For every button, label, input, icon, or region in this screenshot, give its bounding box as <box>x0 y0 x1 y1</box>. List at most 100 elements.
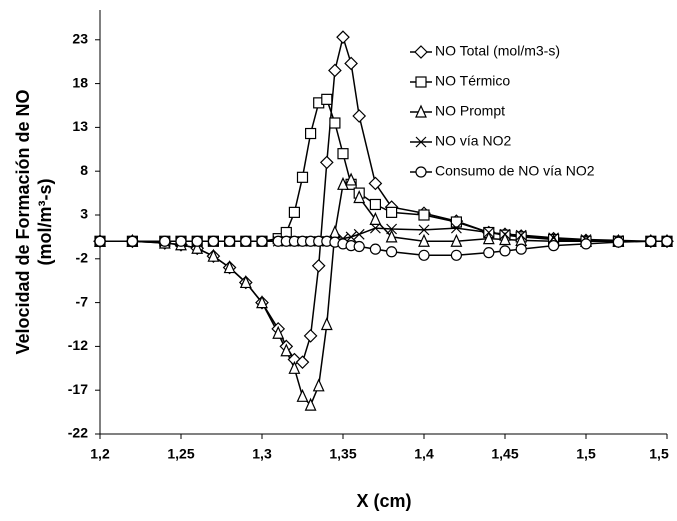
data-point <box>450 233 463 247</box>
x-tick-label: 1,25 <box>167 446 194 462</box>
y-tick-label: -2 <box>76 249 89 265</box>
data-point <box>329 117 341 129</box>
y-tick-label: -7 <box>76 293 89 309</box>
data-point <box>418 209 430 221</box>
data-point <box>418 233 430 247</box>
data-point <box>336 30 350 45</box>
x-tick-label: 1,45 <box>491 446 518 462</box>
data-point <box>369 198 381 211</box>
data-point <box>418 249 430 261</box>
data-point <box>311 258 326 273</box>
data-point <box>483 247 495 259</box>
data-point <box>499 245 511 257</box>
data-point <box>450 216 462 228</box>
legend-marker <box>414 45 428 59</box>
data-point <box>320 317 333 331</box>
data-point <box>305 127 317 140</box>
legend-marker <box>415 104 427 118</box>
y-tick-label: -17 <box>68 381 88 397</box>
data-point <box>191 240 204 254</box>
data-point <box>386 206 398 218</box>
x-tick-label: 1,3 <box>252 446 272 462</box>
data-point <box>450 222 462 234</box>
y-label-line: Velocidad de Formación de NO <box>13 89 33 354</box>
data-point <box>303 329 318 343</box>
data-point <box>548 232 560 244</box>
data-point <box>191 235 203 247</box>
data-point <box>224 235 236 247</box>
y-tick-label: 23 <box>72 30 88 46</box>
y-tick-label: -12 <box>68 337 88 353</box>
y-tick-label: 18 <box>72 74 88 90</box>
data-point <box>352 109 367 123</box>
y-label-line: (mol/m³-s) <box>35 179 55 266</box>
data-point <box>288 206 300 218</box>
data-point <box>385 229 398 243</box>
y-tick-label: 8 <box>80 162 88 178</box>
data-point <box>328 225 341 239</box>
data-point <box>386 223 398 235</box>
data-point <box>256 235 268 247</box>
data-point <box>369 243 381 255</box>
data-point <box>240 235 252 247</box>
x-tick-label: 1,35 <box>329 446 356 462</box>
legend-marker <box>415 76 427 88</box>
legend-item: Consumo de NO vía NO2 <box>410 163 595 179</box>
data-point <box>126 235 138 247</box>
data-point <box>345 172 358 186</box>
data-point <box>295 355 310 370</box>
data-point <box>547 240 560 252</box>
x-tick-label: 1,5 <box>576 446 596 462</box>
legend-marker <box>415 166 427 178</box>
data-point <box>450 249 462 261</box>
data-point <box>353 190 366 204</box>
data-point <box>280 343 293 357</box>
x-tick-label: 1,2 <box>90 446 110 462</box>
legend-label: NO Prompt <box>435 103 505 119</box>
data-point <box>499 228 511 240</box>
data-point <box>272 325 285 339</box>
legend-marker <box>415 136 427 148</box>
legend-label: NO Total (mol/m3-s) <box>435 43 560 59</box>
y-tick-label: 13 <box>72 118 88 134</box>
data-point <box>499 232 511 246</box>
series-line <box>100 34 667 364</box>
data-point <box>337 148 349 160</box>
data-point <box>337 176 349 190</box>
data-point <box>353 240 365 253</box>
data-point <box>515 229 527 241</box>
data-point <box>223 260 236 274</box>
data-point <box>304 397 317 411</box>
data-point <box>515 243 527 255</box>
data-point <box>645 235 657 247</box>
data-point <box>369 211 382 225</box>
data-point <box>319 155 334 170</box>
data-point <box>345 231 357 243</box>
data-point <box>418 224 430 236</box>
data-point <box>368 176 383 191</box>
data-point <box>296 171 309 183</box>
data-point <box>94 235 106 247</box>
data-point <box>296 388 309 402</box>
data-point <box>328 63 342 78</box>
data-point <box>207 248 220 262</box>
data-point <box>482 231 495 245</box>
data-point <box>369 222 381 234</box>
data-point <box>175 235 187 247</box>
data-point <box>353 228 365 240</box>
data-point <box>344 56 358 71</box>
data-point <box>159 235 171 247</box>
legend-item: NO Térmico <box>410 73 510 89</box>
data-point <box>207 235 219 247</box>
legend-item: NO Prompt <box>410 103 505 119</box>
x-tick-label: 1,4 <box>414 446 434 462</box>
legend-label: NO vía NO2 <box>435 133 511 149</box>
legend-label: Consumo de NO vía NO2 <box>435 163 595 179</box>
data-point <box>239 274 252 289</box>
y-tick-label: 3 <box>80 206 88 222</box>
data-point <box>288 360 301 374</box>
data-point <box>256 295 268 309</box>
y-tick-label: -22 <box>68 425 88 441</box>
